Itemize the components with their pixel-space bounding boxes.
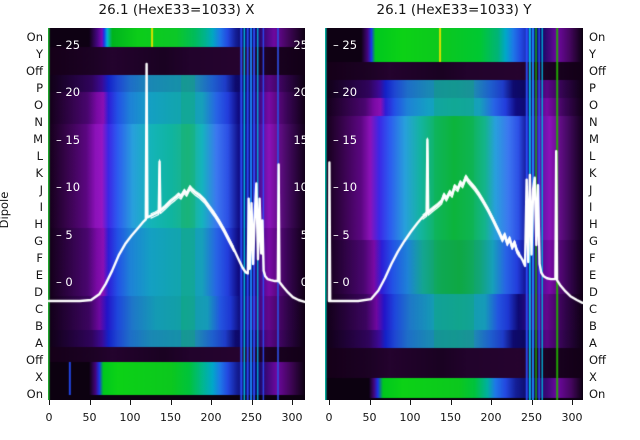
dipole-labels-left: On Y Off P O N M L K J I H G F E D C B A Off X On	[0, 28, 43, 401]
inner-value-tick-left: – 25	[56, 38, 81, 52]
dipole-label: X	[589, 370, 597, 384]
dipole-label: B	[35, 319, 43, 333]
inner-value-tick-left: – 5	[333, 227, 350, 242]
dipole-labels-right: On Y Off P O N M L K J I H G F E D C B A Off X On	[589, 28, 635, 401]
dipole-label: N	[589, 115, 598, 129]
inner-value-tick-right: 15	[293, 132, 305, 147]
dipole-label: J	[39, 183, 43, 197]
x-tick-label: 150	[160, 411, 181, 424]
dipole-label: O	[33, 98, 43, 112]
dipole-label: Off	[26, 64, 43, 78]
dipole-label: G	[34, 234, 43, 248]
x-tick-label: 0	[325, 411, 333, 424]
dipole-label: I	[39, 200, 43, 214]
dipole-label: M	[589, 132, 599, 146]
x-tick-mark	[531, 400, 533, 405]
inner-value-tick-left: – 20	[333, 85, 358, 100]
inner-value-tick-left: – 10	[56, 180, 81, 195]
dipole-label: P	[36, 81, 43, 95]
panel-y-title: 26.1 (HexE33=1033) Y	[376, 2, 532, 18]
inner-value-tick-left: – 10	[333, 180, 358, 195]
inner-value-tick-left: – 0	[333, 275, 350, 289]
inner-value-tick-right: 5	[300, 227, 305, 242]
x-tick-mark	[292, 400, 293, 405]
x-tick-mark	[572, 400, 573, 405]
inner-value-tick-left: – 25	[333, 38, 358, 52]
panel-x-title: 26.1 (HexE33=1033) X	[98, 2, 255, 18]
x-tick-label: 0	[45, 411, 53, 424]
x-tick-mark	[211, 400, 212, 405]
dipole-label: F	[36, 251, 43, 265]
heatmap-panel-x: – 25 25 – 20 20 – 15 15 – 10 10 – 5 5 – 0 0	[48, 28, 305, 400]
dipole-label: D	[589, 285, 598, 299]
dipole-label: J	[589, 183, 593, 197]
x-tick-mark	[49, 400, 50, 405]
inner-value-tick-left: – 15	[333, 132, 358, 147]
heatmap-canvas-x	[48, 28, 305, 400]
dipole-label: H	[34, 217, 43, 231]
dipole-label: N	[34, 115, 43, 129]
x-tick-label: 50	[82, 411, 97, 424]
inner-value-tick-left: – 15	[56, 132, 81, 147]
x-tick-mark	[89, 400, 91, 405]
dipole-label: O	[589, 98, 599, 112]
dipole-label: E	[589, 268, 597, 282]
dipole-label: D	[34, 285, 43, 299]
heatmap-panel-y: – 25 – 20 – 15 – 10 – 5 – 0	[325, 28, 583, 400]
dipole-label: I	[589, 200, 593, 214]
dipole-label: L	[589, 149, 596, 163]
dipole-label: P	[589, 81, 596, 95]
dipole-label: On	[589, 30, 606, 44]
x-tick-mark	[491, 400, 492, 405]
dipole-label: A	[589, 336, 597, 350]
x-tick-mark	[329, 400, 330, 405]
x-tick-label: 250	[241, 411, 262, 424]
x-tick-label: 100	[399, 411, 421, 424]
dipole-label: E	[35, 268, 43, 282]
dipole-label: B	[589, 319, 597, 333]
dipole-label: C	[34, 302, 43, 316]
dipole-label: K	[589, 166, 597, 180]
inner-value-tick-left: – 0	[56, 275, 73, 289]
dipole-label: C	[589, 302, 598, 316]
heatmap-canvas-y	[325, 28, 583, 400]
x-tick-mark	[130, 400, 131, 405]
x-tick-mark	[369, 400, 371, 405]
inner-value-tick-right: 20	[293, 85, 305, 100]
x-tick-label: 100	[119, 411, 141, 424]
dipole-label: Off	[589, 64, 606, 78]
dipole-label: F	[589, 251, 596, 265]
inner-value-tick-right: 10	[293, 180, 305, 195]
inner-value-tick-right: 25	[293, 38, 305, 52]
dipole-label: L	[36, 149, 43, 163]
dipole-label: Y	[35, 47, 43, 61]
x-tick-label: 200	[480, 411, 502, 424]
dipole-label: H	[589, 217, 598, 231]
dipole-label: G	[589, 234, 598, 248]
x-tick-label: 200	[200, 411, 222, 424]
dipole-label: A	[35, 336, 43, 350]
dipole-label: On	[26, 30, 43, 44]
inner-value-tick-left: – 20	[56, 85, 81, 100]
x-tick-mark	[251, 400, 253, 405]
dipole-label: K	[35, 166, 43, 180]
x-tick-label: 250	[521, 411, 542, 424]
dipole-label: Off	[26, 353, 43, 367]
dipole-label: X	[35, 370, 43, 384]
inner-value-tick-left: – 5	[56, 227, 73, 242]
x-tick-mark	[170, 400, 172, 405]
dipole-label: On	[589, 387, 606, 401]
x-tick-label: 300	[281, 411, 303, 424]
x-tick-label: 150	[440, 411, 461, 424]
dipole-label: On	[26, 387, 43, 401]
dipole-label: M	[33, 132, 43, 146]
x-tick-mark	[450, 400, 452, 405]
x-tick-label: 300	[561, 411, 583, 424]
dipole-label: Off	[589, 353, 606, 367]
x-tick-mark	[410, 400, 411, 405]
inner-value-tick-right: 0	[300, 275, 305, 289]
dipole-label: Y	[589, 47, 597, 61]
x-tick-label: 50	[362, 411, 377, 424]
